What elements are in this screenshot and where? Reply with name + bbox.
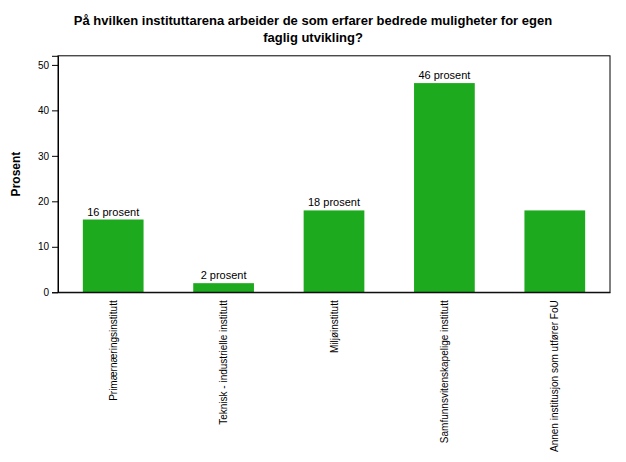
x-tick-label: Annen institusjon som utfører FoU (549, 300, 560, 452)
title-line: faglig utvikling? (263, 30, 363, 45)
y-axis-line (52, 56, 59, 292)
data-label: 46 prosent (418, 69, 470, 81)
y-tick-label: 40 (38, 105, 50, 116)
x-tick: Annen institusjon som utfører FoU (549, 300, 560, 452)
y-tick-mark (52, 110, 58, 111)
x-axis: Primærnæringsinstitutt Teknisk - industri… (59, 293, 611, 452)
y-tick: 10 (38, 241, 58, 252)
y-tick-mark (52, 292, 58, 293)
title: På hvilken instituttarena arbeider de so… (74, 13, 552, 45)
y-tick-mark (52, 201, 58, 202)
data-labels: 16 prosent 2 prosent 18 prosent 46 prosent (87, 69, 470, 281)
x-tick: Teknisk - industrielle institutt (218, 300, 229, 425)
y-tick-label: 20 (38, 196, 50, 207)
chart: På hvilken instituttarena arbeider de so… (0, 0, 626, 462)
y-tick: 40 (38, 105, 58, 116)
data-label: 16 prosent (87, 206, 139, 218)
x-tick-label: Primærnæringsinstitutt (108, 300, 119, 401)
y-tick-mark (52, 156, 58, 157)
bar (83, 220, 144, 293)
x-tick-label: Miljøinstitutt (329, 300, 340, 353)
x-tick: Miljøinstitutt (329, 300, 340, 353)
plot-area: 0 10 20 30 40 50 Primærnæringsinstitutt Teknisk… (38, 56, 611, 452)
y-tick-label: 10 (38, 241, 50, 252)
bar (304, 210, 365, 292)
bar (524, 210, 585, 292)
y-tick-mark (52, 247, 58, 248)
x-tick: Samfunnsvitenskapelige institutt (439, 300, 450, 443)
y-tick: 0 (43, 287, 58, 298)
data-label: 2 prosent (201, 269, 247, 281)
y-axis-title: Prosent (9, 152, 23, 197)
y-tick-mark (52, 65, 58, 66)
plot-frame (58, 56, 610, 292)
y-tick-label: 50 (38, 60, 50, 71)
y-tick-label: 30 (38, 151, 50, 162)
y-tick: 50 (38, 60, 58, 71)
x-tick: Primærnæringsinstitutt (108, 300, 119, 401)
x-tick-label: Teknisk - industrielle institutt (218, 300, 229, 425)
y-axis: 0 10 20 30 40 50 (38, 56, 59, 298)
y-tick-label: 0 (43, 287, 49, 298)
y-tick: 30 (38, 151, 58, 162)
x-tick-label: Samfunnsvitenskapelige institutt (439, 300, 450, 443)
bar (414, 83, 475, 292)
y-tick: 20 (38, 196, 58, 207)
data-label: 18 prosent (308, 196, 360, 208)
title-line: På hvilken instituttarena arbeider de so… (74, 13, 552, 28)
bar (193, 283, 254, 292)
bars (83, 83, 585, 292)
x-axis-line (59, 292, 611, 293)
